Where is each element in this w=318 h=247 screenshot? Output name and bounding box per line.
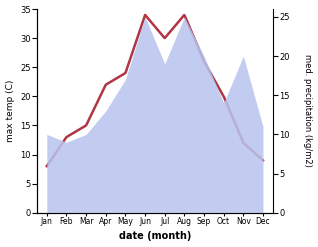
X-axis label: date (month): date (month)	[119, 231, 191, 242]
Y-axis label: max temp (C): max temp (C)	[5, 80, 15, 142]
Y-axis label: med. precipitation (kg/m2): med. precipitation (kg/m2)	[303, 54, 313, 167]
